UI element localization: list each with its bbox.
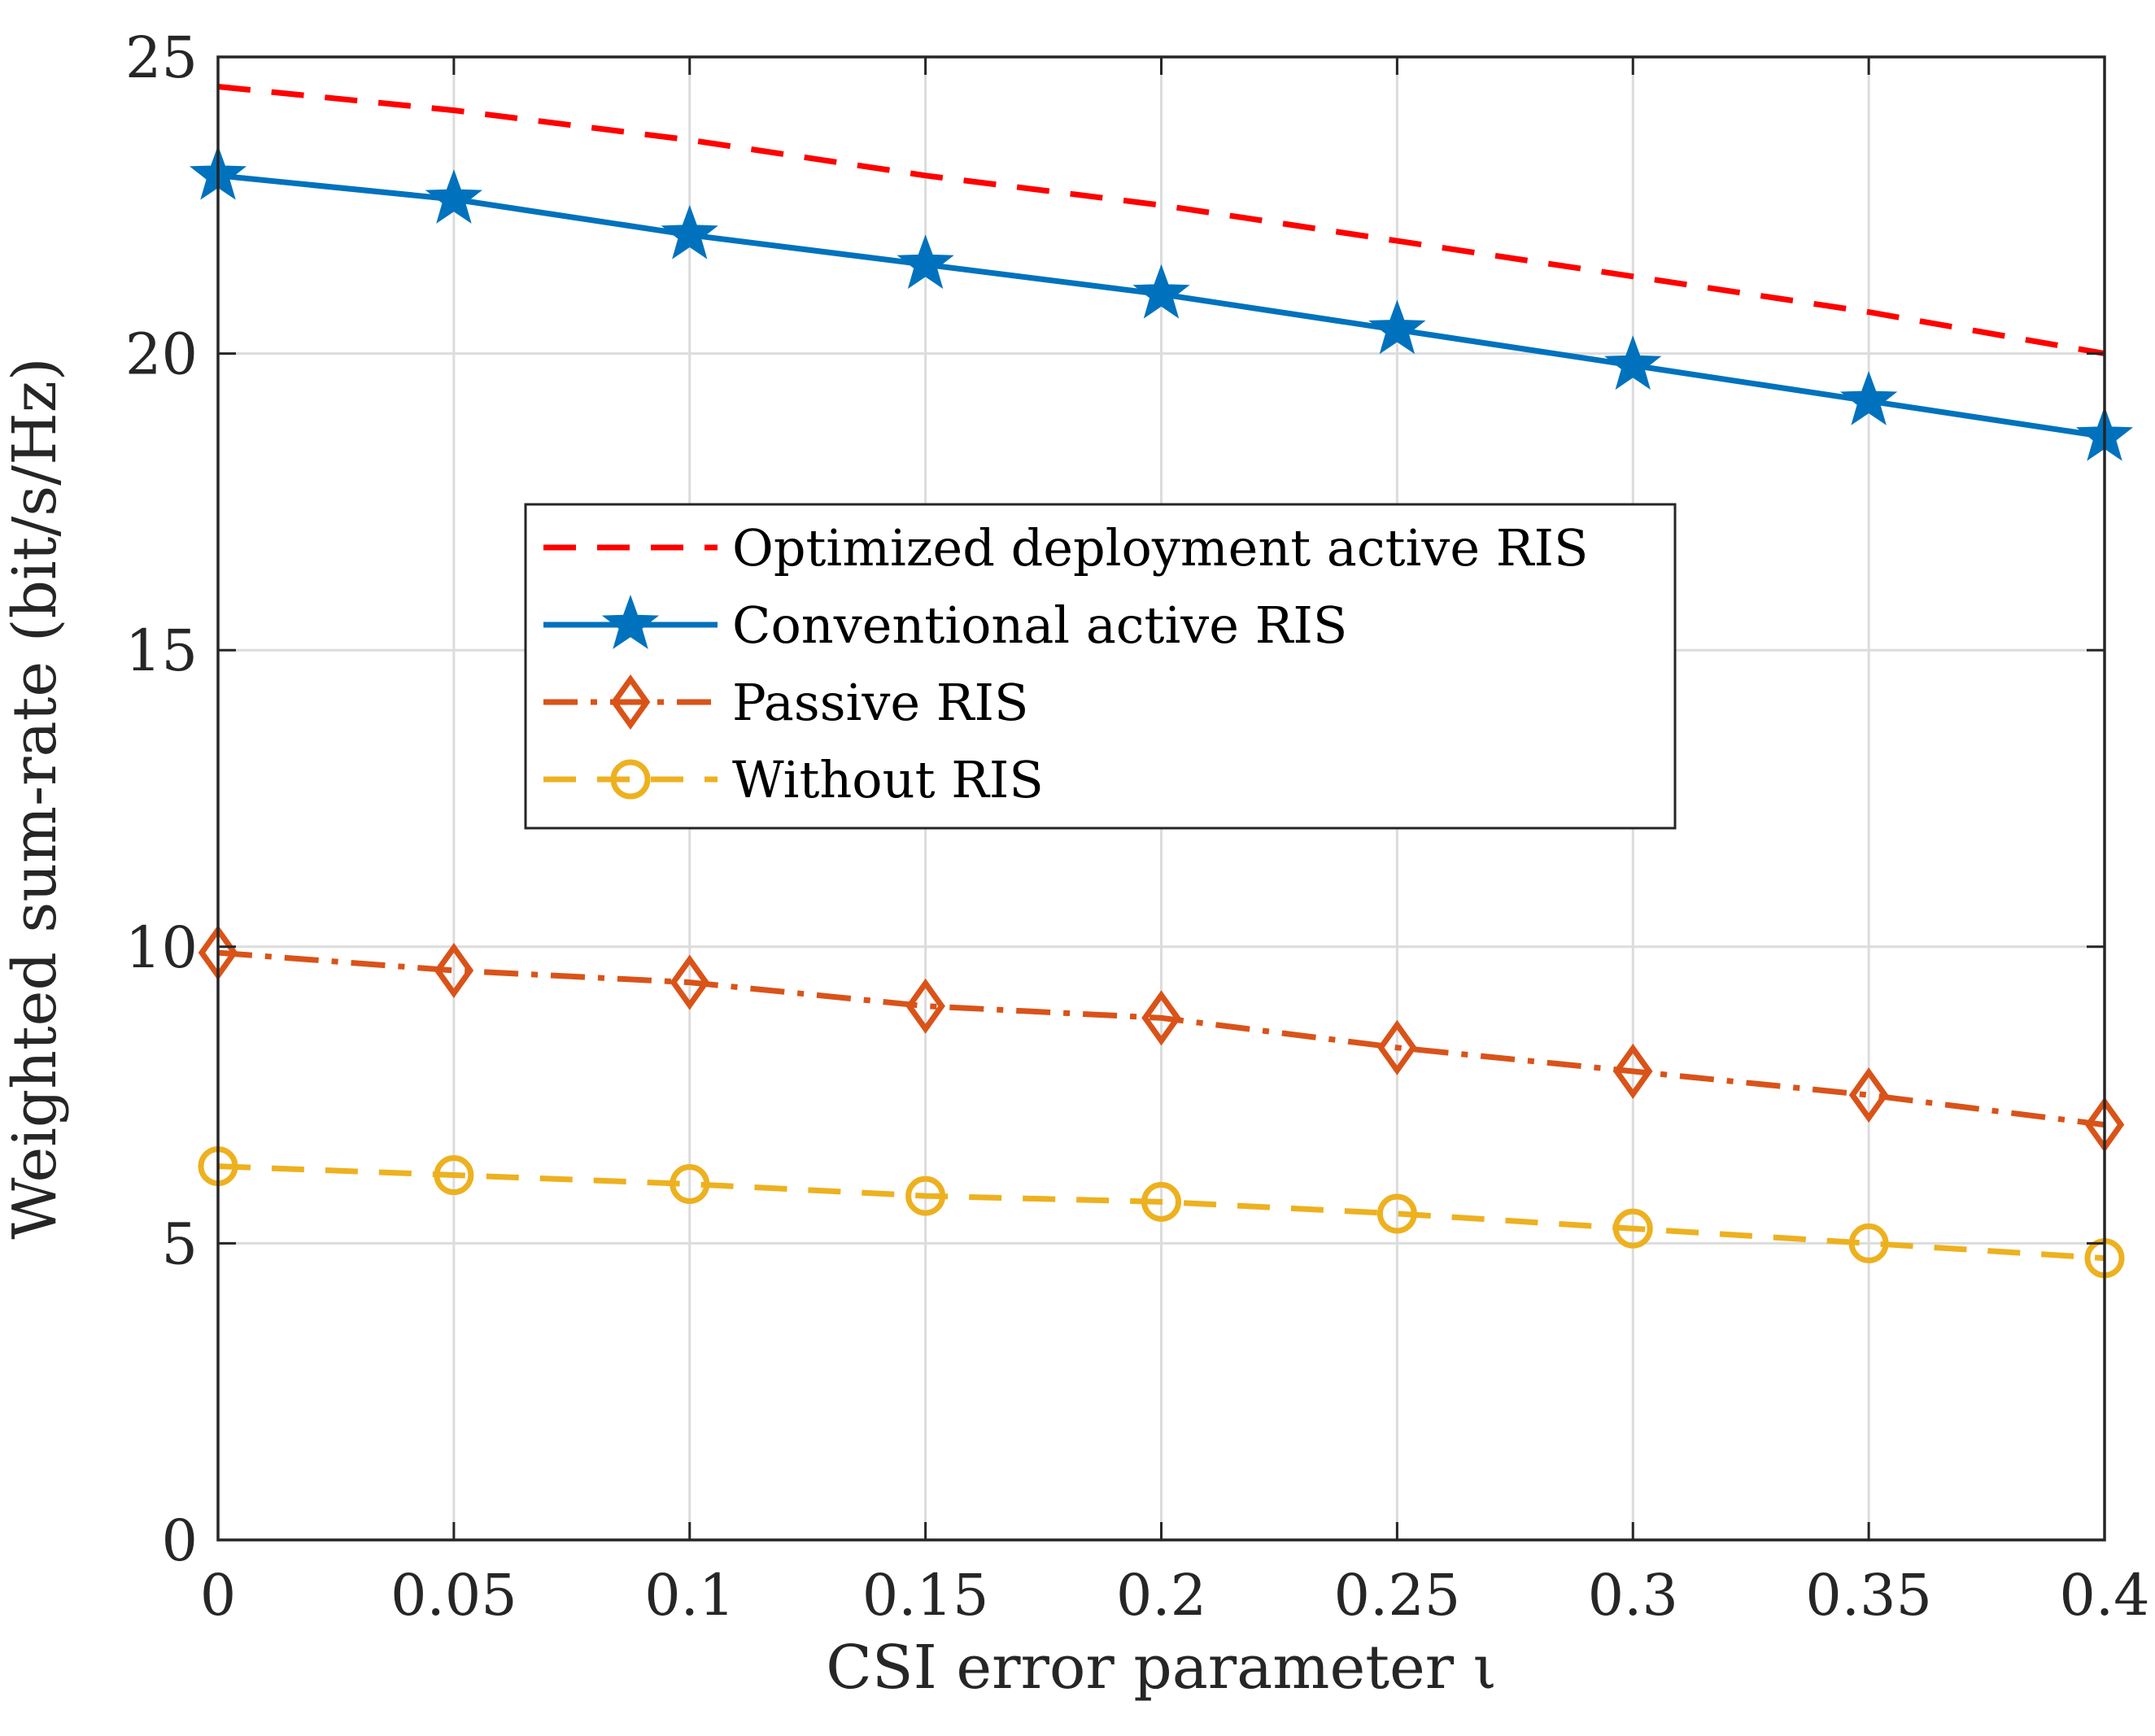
x-tick-label: 0.05 <box>390 1562 517 1629</box>
y-tick-label: 10 <box>125 914 198 981</box>
x-tick-label: 0.25 <box>1333 1562 1460 1629</box>
data-point-diamond <box>905 978 945 1034</box>
x-tick-label: 0.3 <box>1588 1562 1678 1629</box>
legend-label: Conventional active RIS <box>732 595 1347 655</box>
y-tick-label: 25 <box>125 24 198 91</box>
data-point-star <box>661 204 718 260</box>
legend-entry: Optimized deployment active RIS <box>543 518 1588 578</box>
y-tick-label: 15 <box>125 617 198 684</box>
data-point-diamond <box>1848 1067 1889 1123</box>
x-tick-label: 0 <box>200 1562 237 1629</box>
data-point-circle <box>1376 1193 1417 1234</box>
legend-marker <box>601 595 660 649</box>
data-point-star <box>1604 335 1662 390</box>
data-point-circle <box>670 1163 710 1204</box>
data-point-diamond <box>434 942 474 998</box>
legend-marker <box>610 759 651 800</box>
data-point-circle <box>905 1176 946 1216</box>
series-line <box>217 949 2105 1128</box>
series-1 <box>217 84 2105 357</box>
data-point-diamond <box>1612 1043 1653 1099</box>
legend-entry: Without RIS <box>543 750 1044 809</box>
y-tick-label: 0 <box>161 1507 198 1574</box>
data-point-circle <box>1612 1208 1653 1249</box>
data-point-circle <box>1141 1181 1181 1222</box>
x-tick-label: 0.2 <box>1116 1562 1206 1629</box>
data-point-star <box>1840 370 1898 425</box>
data-point-circle <box>1848 1223 1889 1263</box>
legend-entry: Conventional active RIS <box>543 595 1347 655</box>
axis-ticks: 0 0.05 0.1 0.15 0.2 0.25 0.3 0.35 0.4 0 5 10 15 20 25 <box>125 24 2150 1629</box>
data-point-star <box>896 234 954 290</box>
legend-label: Optimized deployment active RIS <box>732 518 1588 578</box>
data-point-star <box>425 169 482 224</box>
data-point-circle <box>434 1155 474 1196</box>
legend-entry: Passive RIS <box>543 673 1028 732</box>
x-axis-label: CSI error parameter ι <box>826 1633 1496 1703</box>
y-axis-label: Weighted sum-rate (bit/s/Hz) <box>0 357 70 1239</box>
x-tick-label: 0.15 <box>862 1562 989 1629</box>
series-lines <box>189 84 2134 1279</box>
series-line <box>217 1163 2105 1262</box>
x-tick-label: 0.35 <box>1805 1562 1932 1629</box>
legend-marker <box>610 674 651 731</box>
legend-label: Without RIS <box>732 750 1044 809</box>
legend: Optimized deployment active RIS Conventio… <box>524 503 1677 830</box>
data-point-diamond <box>1377 1019 1417 1075</box>
data-point-star <box>1132 264 1190 319</box>
legend-label: Passive RIS <box>732 673 1028 732</box>
y-tick-label: 5 <box>161 1210 198 1277</box>
legend-box <box>524 503 1677 830</box>
x-tick-label: 0.1 <box>644 1562 735 1629</box>
data-point-star <box>1368 299 1426 355</box>
data-point-diamond <box>670 954 710 1010</box>
x-tick-label: 0.4 <box>2059 1562 2149 1629</box>
data-point-diamond <box>1141 990 1181 1046</box>
y-tick-label: 20 <box>125 321 198 388</box>
series-line <box>217 84 2105 357</box>
